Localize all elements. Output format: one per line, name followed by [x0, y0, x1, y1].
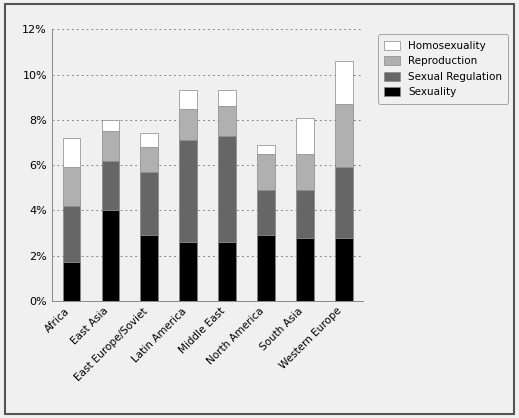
Bar	[335, 61, 352, 104]
Bar	[141, 172, 158, 235]
Bar	[180, 90, 197, 109]
Bar	[63, 138, 80, 167]
Bar	[257, 190, 275, 235]
Bar	[335, 237, 352, 301]
Bar	[180, 140, 197, 242]
Bar	[141, 133, 158, 147]
Bar	[102, 161, 119, 210]
Bar	[102, 131, 119, 161]
Bar	[102, 210, 119, 301]
Bar	[102, 120, 119, 131]
Bar	[296, 190, 313, 237]
Bar	[257, 235, 275, 301]
Bar	[141, 235, 158, 301]
Bar	[141, 147, 158, 172]
Bar	[180, 109, 197, 140]
Bar	[218, 136, 236, 242]
Bar	[296, 154, 313, 190]
Bar	[63, 263, 80, 301]
Bar	[335, 104, 352, 167]
Bar	[257, 145, 275, 154]
Bar	[180, 242, 197, 301]
Bar	[218, 90, 236, 106]
Bar	[218, 242, 236, 301]
Bar	[296, 117, 313, 154]
Bar	[63, 167, 80, 206]
Bar	[296, 237, 313, 301]
Bar	[218, 106, 236, 136]
Legend: Homosexuality, Reproduction, Sexual Regulation, Sexuality: Homosexuality, Reproduction, Sexual Regu…	[378, 34, 508, 104]
Bar	[257, 154, 275, 190]
Bar	[335, 167, 352, 237]
Bar	[63, 206, 80, 263]
